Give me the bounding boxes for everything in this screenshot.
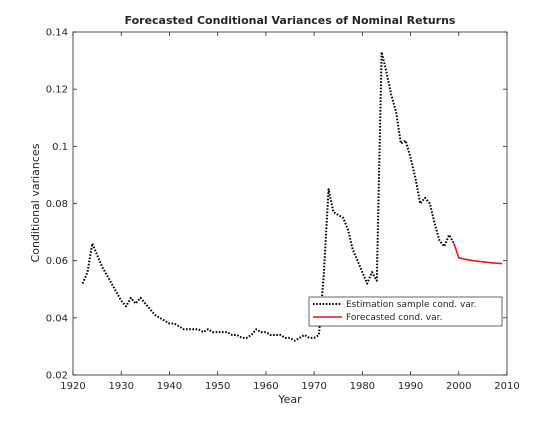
x-tick-label: 1920 (60, 381, 85, 392)
series-layer (81, 51, 503, 342)
legend-label-forecast: Forecasted cond. var. (346, 313, 442, 323)
series-line-estimation (81, 51, 455, 342)
legend: Estimation sample cond. var. Forecasted … (308, 296, 503, 327)
y-tick-label: 0.12 (46, 85, 68, 96)
x-tick-label: 1990 (398, 381, 423, 392)
x-tick-label: 1960 (253, 381, 278, 392)
chart-title: Forecasted Conditional Variances of Nomi… (125, 14, 456, 27)
legend-label-estimation: Estimation sample cond. var. (346, 300, 477, 310)
legend-box (308, 296, 503, 327)
y-tick-label: 0.14 (46, 28, 68, 39)
x-tick-label: 1930 (108, 381, 133, 392)
x-tick-label: 1970 (301, 381, 326, 392)
x-axis-label: Year (277, 393, 302, 406)
y-tick-label: 0.02 (46, 371, 68, 382)
y-axis-label: Conditional variances (29, 143, 42, 262)
x-tick-label: 2010 (494, 381, 519, 392)
x-tick-label: 2000 (446, 381, 471, 392)
y-axis-ticks: 0.02 0.04 0.06 0.08 0.1 0.12 0.14 (46, 28, 507, 382)
x-axis-ticks: 1920 1930 1940 1950 1960 1970 1980 1990 2000 2010 (60, 32, 520, 392)
y-tick-label: 0.08 (46, 199, 68, 210)
y-tick-label: 0.06 (46, 256, 68, 267)
x-tick-label: 1980 (350, 381, 375, 392)
series-line-forecast (453, 243, 503, 265)
x-tick-label: 1940 (157, 381, 182, 392)
y-tick-label: 0.04 (46, 313, 68, 324)
x-tick-label: 1950 (205, 381, 230, 392)
y-tick-label: 0.1 (52, 142, 68, 153)
